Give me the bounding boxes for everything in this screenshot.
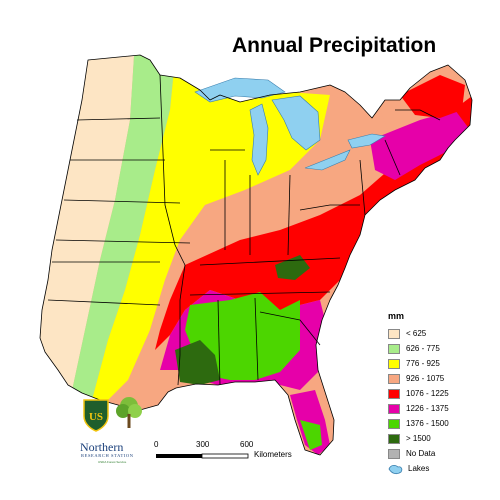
legend-row: 626 - 775 <box>388 341 488 356</box>
legend-label: 626 - 775 <box>406 344 440 353</box>
org-small-text: USDA Forest Service <box>98 460 127 464</box>
legend-row: 1376 - 1500 <box>388 416 488 431</box>
scale-tick-600: 600 <box>240 440 254 449</box>
lake-huron <box>271 95 321 151</box>
scale-bar-graphic <box>156 453 249 459</box>
legend-label: 776 - 925 <box>406 359 440 368</box>
lake-michigan <box>249 103 269 176</box>
legend-swatch <box>388 403 400 414</box>
legend-swatch <box>388 373 400 384</box>
legend-label: 1376 - 1500 <box>406 419 449 428</box>
map-title: Annual Precipitation <box>232 34 437 57</box>
legend-row: 1226 - 1375 <box>388 401 488 416</box>
scale-tick-300: 300 <box>196 440 210 449</box>
lake-icon <box>388 464 403 474</box>
legend-swatch <box>388 343 400 354</box>
legend-swatch <box>388 388 400 399</box>
legend-swatch <box>388 418 400 429</box>
shield-label: US <box>89 411 103 423</box>
legend-swatch <box>388 328 400 339</box>
legend: mm < 625 626 - 775 776 - 925 926 - 1075 1076… <box>388 311 488 476</box>
legend-swatch <box>388 433 400 444</box>
scale-bar: 0 300 600 Kilometers <box>152 440 302 470</box>
legend-label: 926 - 1075 <box>406 374 445 383</box>
legend-label: 1226 - 1375 <box>406 404 449 413</box>
org-subtitle: RESEARCH STATION <box>81 453 134 458</box>
legend-row: 776 - 925 <box>388 356 488 371</box>
state-boundaries <box>39 54 473 456</box>
legend-label: < 625 <box>406 329 427 338</box>
lake-erie <box>304 149 351 171</box>
great-lakes <box>194 77 386 176</box>
logos: US Northern RESEARCH STATION USDA Forest… <box>80 397 162 468</box>
tree-logo-icon <box>116 397 142 428</box>
scale-unit: Kilometers <box>254 450 292 459</box>
legend-label: No Data <box>406 449 436 458</box>
legend-row: > 1500 <box>388 431 488 446</box>
legend-row-lakes: Lakes <box>388 461 488 476</box>
legend-row: < 625 <box>388 326 488 341</box>
legend-label-lakes: Lakes <box>408 464 430 473</box>
legend-rows: < 625 626 - 775 776 - 925 926 - 1075 1076 - … <box>388 326 488 461</box>
legend-row: 926 - 1075 <box>388 371 488 386</box>
legend-swatch <box>388 448 400 459</box>
legend-label: 1076 - 1225 <box>406 389 449 398</box>
legend-row: 1076 - 1225 <box>388 386 488 401</box>
scale-tick-0: 0 <box>154 440 159 449</box>
legend-label: > 1500 <box>406 434 431 443</box>
legend-swatch <box>388 358 400 369</box>
org-name: Northern <box>80 440 124 454</box>
forest-service-shield-icon: US <box>83 399 109 432</box>
lake-ontario <box>347 133 386 149</box>
legend-row: No Data <box>388 446 488 461</box>
legend-unit: mm <box>388 311 405 321</box>
